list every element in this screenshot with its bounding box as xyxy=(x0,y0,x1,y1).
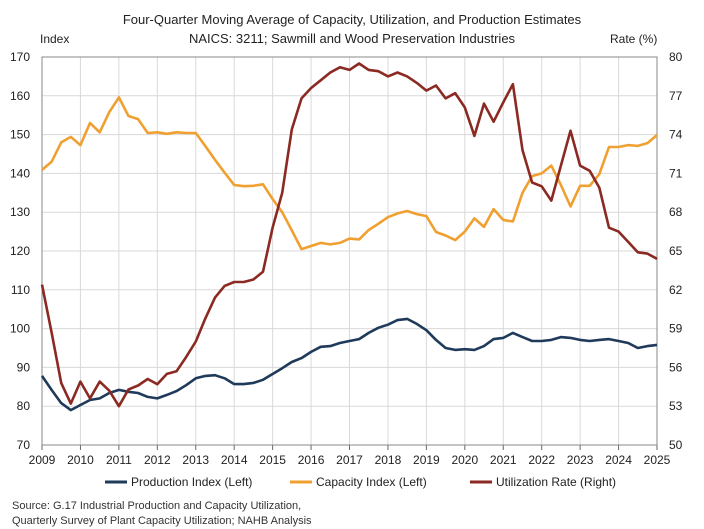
series-line-utilization-rate-right xyxy=(40,62,658,408)
right-tick-label: 62 xyxy=(669,283,683,297)
left-tick-label: 120 xyxy=(10,244,30,258)
right-tick-label: 65 xyxy=(669,244,683,258)
series-line-capacity-index-left xyxy=(41,96,658,251)
right-tick-label: 53 xyxy=(669,399,683,413)
plot-area-border xyxy=(41,56,658,446)
x-tick-label: 2019 xyxy=(413,453,440,467)
right-tick-label: 71 xyxy=(669,166,683,180)
right-tick-label: 68 xyxy=(669,205,683,219)
left-tick-label: 140 xyxy=(10,166,30,180)
left-axis-label: Index xyxy=(40,32,69,46)
right-tick-label: 59 xyxy=(669,322,683,336)
source-line-1: Source: G.17 Industrial Production and C… xyxy=(12,500,302,512)
x-tick-label: 2013 xyxy=(182,453,209,467)
left-tick-label: 90 xyxy=(17,360,31,374)
right-tick-label: 50 xyxy=(669,438,683,452)
x-tick-label: 2020 xyxy=(451,453,478,467)
right-tick-label: 80 xyxy=(669,50,683,64)
x-tick-label: 2016 xyxy=(298,453,325,467)
right-axis-label: Rate (%) xyxy=(610,32,657,46)
right-tick-label: 77 xyxy=(669,89,683,103)
x-tick-label: 2010 xyxy=(67,453,94,467)
right-tick-label: 56 xyxy=(669,360,683,374)
chart-title: Four-Quarter Moving Average of Capacity,… xyxy=(122,12,582,27)
x-tick-label: 2025 xyxy=(644,453,671,467)
left-tick-label: 170 xyxy=(10,50,30,64)
x-tick-label: 2022 xyxy=(528,453,555,467)
left-tick-label: 80 xyxy=(17,399,31,413)
series-line-production-index-left xyxy=(40,317,658,412)
chart-subtitle: NAICS: 3211; Sawmill and Wood Preservati… xyxy=(188,31,516,46)
x-tick-label: 2014 xyxy=(221,453,248,467)
left-tick-label: 70 xyxy=(17,438,31,452)
x-tick-label: 2023 xyxy=(567,453,594,467)
x-tick-label: 2015 xyxy=(259,453,286,467)
legend-label: Production Index (Left) xyxy=(131,475,252,489)
left-tick-label: 130 xyxy=(10,205,30,219)
x-tick-label: 2012 xyxy=(144,453,171,467)
source-line-2: Quarterly Survey of Plant Capacity Utili… xyxy=(12,515,312,527)
left-tick-label: 150 xyxy=(10,128,30,142)
right-tick-label: 74 xyxy=(669,128,683,142)
left-tick-label: 100 xyxy=(10,322,30,336)
x-tick-label: 2018 xyxy=(375,453,402,467)
x-tick-label: 2024 xyxy=(605,453,632,467)
x-tick-label: 2017 xyxy=(336,453,363,467)
legend-label: Capacity Index (Left) xyxy=(316,475,427,489)
x-tick-label: 2009 xyxy=(29,453,56,467)
x-tick-label: 2011 xyxy=(106,453,132,467)
legend-label: Utilization Rate (Right) xyxy=(496,475,616,489)
left-tick-label: 110 xyxy=(11,283,30,297)
left-tick-label: 160 xyxy=(10,89,30,103)
x-tick-label: 2021 xyxy=(490,453,517,467)
